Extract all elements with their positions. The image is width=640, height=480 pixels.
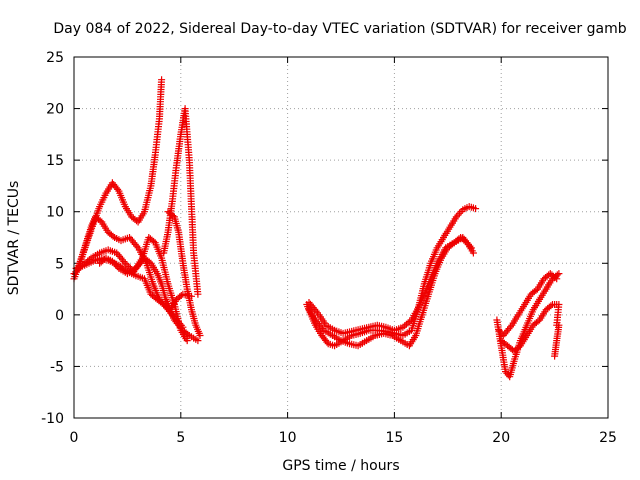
data-point [194, 290, 202, 298]
data-point [114, 185, 122, 193]
x-tick-label: 0 [70, 430, 79, 446]
data-point [553, 275, 561, 283]
data-point [466, 242, 474, 250]
data-point [555, 321, 563, 329]
data-point [120, 258, 128, 266]
y-tick-label: 20 [46, 102, 64, 118]
series-arc-11 [493, 270, 563, 381]
data-point [547, 302, 555, 310]
data-point [456, 209, 463, 217]
data-point [121, 259, 129, 267]
y-tick-label: 5 [55, 256, 64, 272]
x-tick-label: 20 [492, 430, 510, 446]
data-point [472, 205, 480, 213]
data-point [406, 318, 414, 325]
x-tick-label: 10 [279, 430, 297, 446]
x-tick-label: 5 [176, 430, 185, 446]
series-arc-6 [160, 105, 202, 298]
data-point [469, 249, 477, 257]
data-point [196, 332, 204, 339]
y-tick-label: 0 [55, 308, 64, 324]
data-point [177, 292, 185, 299]
data-point [194, 337, 202, 345]
data-point [158, 76, 166, 84]
series-arc-1 [70, 76, 166, 283]
data-point [467, 244, 475, 252]
data-point [125, 263, 133, 271]
y-axis-label: SDTVAR / TECUs [6, 181, 22, 296]
y-tick-label: 15 [46, 153, 64, 169]
data-marks [70, 76, 563, 381]
series-arc-5 [96, 254, 202, 345]
chart-title: Day 084 of 2022, Sidereal Day-to-day VTE… [53, 21, 626, 37]
series-arc-13 [497, 301, 563, 355]
data-point [555, 270, 563, 278]
data-point [312, 307, 320, 315]
grid-lines [74, 57, 608, 418]
series-arc-12 [495, 270, 561, 339]
x-axis-label: GPS time / hours [282, 458, 399, 474]
data-point [183, 337, 191, 345]
data-point [184, 330, 192, 338]
data-point [319, 325, 326, 333]
plot-frame [73, 56, 609, 419]
data-point [133, 242, 141, 250]
series-arc-14 [551, 321, 563, 360]
data-point [507, 323, 514, 331]
data-point [551, 274, 559, 281]
data-point [178, 325, 185, 333]
series-arc-7 [164, 208, 204, 339]
x-tick-label: 15 [385, 430, 403, 446]
y-tick-label: 25 [46, 50, 64, 66]
series-arc-2 [70, 234, 191, 345]
data-point [109, 232, 117, 240]
y-tick-label: -10 [41, 411, 64, 427]
y-tick-label: -5 [50, 359, 64, 375]
y-tick-label: 10 [46, 205, 64, 221]
series-arc-10 [305, 234, 475, 337]
x-tick-label: 25 [599, 430, 617, 446]
data-point [123, 261, 131, 269]
axis-ticks: 0 5 10 15 20 25 -10 -5 0 5 10 15 20 25 [41, 50, 617, 446]
